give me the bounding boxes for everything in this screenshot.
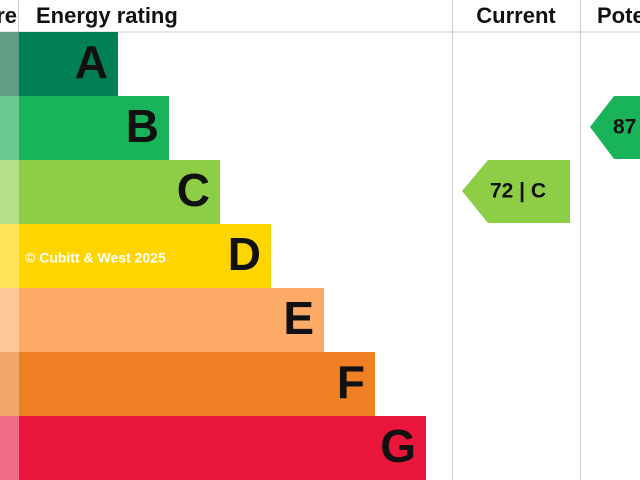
rating-header: Energy rating: [36, 3, 178, 28]
band-bar: [19, 416, 426, 480]
potential-label: 87 | B: [613, 116, 640, 139]
score-strip: [0, 160, 19, 224]
band-letter: G: [380, 420, 416, 472]
score-header: Score: [0, 3, 17, 28]
band-letter: B: [126, 100, 159, 152]
band-bar: [19, 96, 169, 160]
score-strip: [0, 288, 19, 352]
band-letter: F: [337, 356, 365, 408]
band-letter: A: [75, 36, 108, 88]
band-bar: [19, 160, 220, 224]
band-bar: [19, 288, 324, 352]
band-bar: [19, 224, 271, 288]
band-letter: D: [228, 228, 261, 280]
current-label: 72 | C: [490, 180, 546, 203]
score-strip: [0, 32, 19, 96]
score-strip: [0, 352, 19, 416]
band-bar: [19, 352, 375, 416]
band-bar: [19, 32, 118, 96]
band-letter: C: [177, 164, 210, 216]
watermark: © Cubitt & West 2025: [25, 250, 166, 266]
current-header: Current: [476, 3, 556, 28]
score-strip: [0, 224, 19, 288]
potential-header: Potential: [597, 3, 640, 28]
band-letter: E: [283, 292, 314, 344]
score-strip: [0, 416, 19, 480]
current-arrow: [462, 160, 570, 223]
potential-arrow: [590, 96, 640, 159]
score-strip: [0, 96, 19, 160]
